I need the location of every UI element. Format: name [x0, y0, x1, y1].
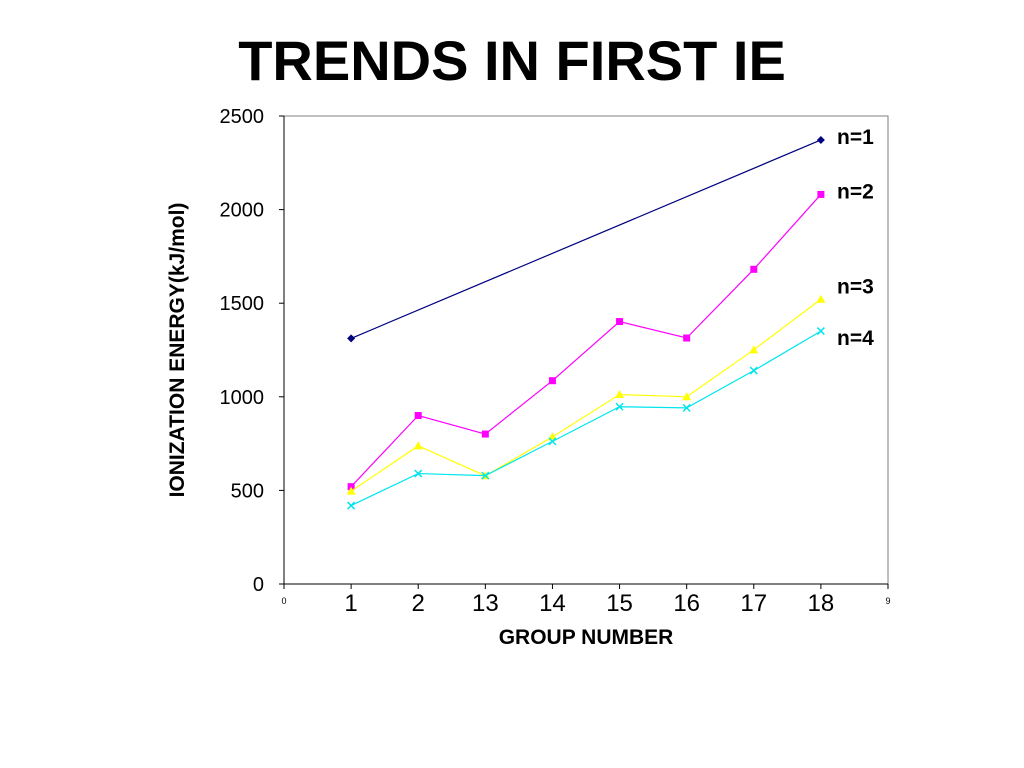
data-point [548, 377, 556, 385]
data-point [481, 471, 490, 480]
data-point [413, 441, 423, 450]
legend: n=1 n=2 n=3 n=4 [837, 126, 874, 350]
x-tick-label: 0 [281, 596, 286, 606]
data-point [816, 294, 826, 303]
series-4 [347, 327, 825, 510]
y-axis: 0 500 1000 1500 2000 2500 [220, 106, 285, 596]
group-label: 13 [472, 590, 499, 617]
data-point [346, 486, 356, 495]
legend-entry: n=4 [837, 327, 874, 350]
group-label: 15 [606, 590, 633, 617]
series-line [350, 139, 822, 339]
group-label: 16 [673, 590, 700, 617]
data-point [481, 430, 489, 438]
series-1 [347, 135, 825, 343]
y-axis-label: IONIZATION ENERGY(kJ/mol) [166, 203, 189, 498]
data-point [615, 390, 625, 399]
data-point [615, 402, 624, 411]
data-point [750, 265, 758, 273]
x-axis: 0 91 2 13 14 15 16 17 18 [281, 583, 891, 617]
data-point [749, 345, 759, 354]
y-tick-label: 2500 [220, 106, 265, 128]
data-point [682, 403, 691, 412]
group-label: 14 [539, 590, 566, 617]
data-point [548, 437, 557, 446]
y-tick-label: 1500 [220, 293, 265, 315]
data-point [347, 501, 356, 510]
x-axis-label: GROUP NUMBER [499, 626, 674, 649]
data-point [817, 190, 825, 198]
data-point [414, 412, 422, 420]
y-tick-label: 2000 [220, 200, 265, 222]
y-tick-label: 0 [253, 574, 264, 596]
data-point [616, 318, 624, 326]
data-point [347, 334, 356, 343]
legend-entry: n=2 [837, 180, 874, 203]
x-tick-label: 9 [885, 596, 890, 606]
y-tick-label: 1000 [220, 387, 265, 409]
data-point [749, 366, 758, 375]
data-point [683, 334, 691, 342]
group-label: 1 [344, 590, 357, 617]
data-point [682, 392, 692, 401]
series-layer [346, 135, 826, 510]
data-point [816, 327, 825, 336]
y-tick-label: 500 [231, 480, 264, 502]
data-point [414, 469, 423, 478]
data-point [816, 135, 825, 144]
plot-area [283, 115, 889, 585]
series-line [350, 194, 822, 488]
group-label: 2 [412, 590, 425, 617]
group-label: 17 [740, 590, 767, 617]
series-line [350, 298, 822, 492]
group-label: 18 [808, 590, 835, 617]
legend-entry: n=3 [837, 275, 874, 298]
series-line [350, 330, 822, 507]
slide-title: TRENDS IN FIRST IE [238, 29, 786, 92]
legend-entry: n=1 [837, 126, 874, 149]
